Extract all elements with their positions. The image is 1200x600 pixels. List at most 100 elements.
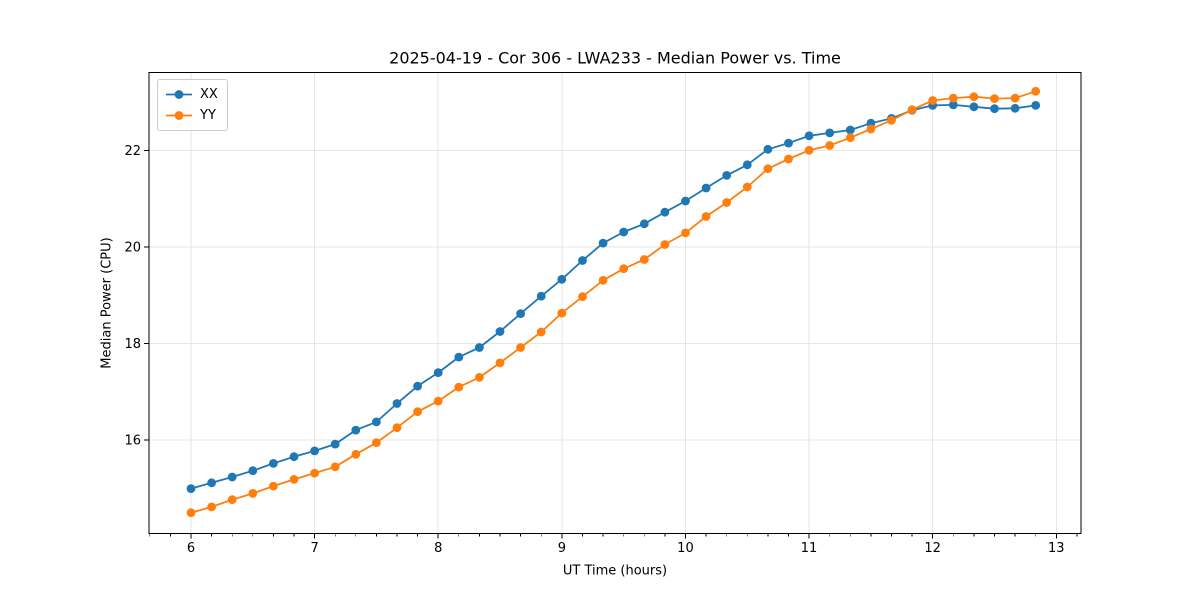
marker-xx-24 [681,196,690,206]
marker-yy-17 [536,327,546,337]
marker-yy-8 [351,449,361,459]
legend-item-xx: XX [165,84,218,105]
marker-xx-1 [207,478,217,488]
marker-xx-17 [536,291,546,301]
marker-yy-22 [639,255,649,264]
marker-xx-40 [1010,103,1020,113]
marker-yy-7 [330,462,340,472]
marker-yy-37 [948,93,958,103]
marker-yy-1 [207,502,217,512]
legend-line-marker-yy [166,111,192,120]
marker-xx-10 [392,399,402,408]
x-tick-label-8: 8 [434,541,442,556]
marker-yy-32 [845,133,855,143]
marker-xx-12 [433,368,443,377]
marker-yy-0 [186,508,196,518]
marker-yy-3 [248,489,258,498]
x-tick-label-10: 10 [677,541,694,556]
marker-yy-6 [310,468,319,478]
marker-yy-16 [516,343,525,352]
marker-xx-32 [845,125,855,135]
marker-yy-20 [598,275,608,285]
x-tick-label-12: 12 [924,541,941,556]
marker-yy-40 [1010,93,1020,103]
marker-yy-15 [495,358,505,368]
marker-xx-15 [495,327,505,336]
marker-xx-0 [186,484,196,493]
marker-yy-25 [701,212,711,221]
marker-yy-2 [227,495,237,505]
x-tick-label-6: 6 [187,541,195,556]
legend-label-xx: XX [200,87,218,102]
marker-xx-4 [269,459,278,468]
marker-xx-19 [578,256,587,265]
marker-yy-35 [907,105,917,115]
x-axis-label: UT Time (hours) [562,563,668,579]
legend: XX YY [157,79,228,131]
marker-yy-24 [681,228,690,238]
marker-yy-33 [866,124,876,134]
x-tick-label-11: 11 [801,541,818,556]
marker-yy-10 [392,423,402,433]
y-tick-label-22: 22 [124,144,141,159]
marker-xx-27 [742,160,752,170]
marker-xx-25 [701,183,711,193]
marker-yy-5 [289,475,299,484]
marker-xx-23 [660,207,670,217]
marker-yy-21 [619,264,629,274]
marker-yy-31 [825,141,835,150]
chart-title: 2025-04-19 - Cor 306 - LWA233 - Median P… [389,48,841,68]
y-tick-label-16: 16 [124,434,141,449]
y-tick-label-20: 20 [124,240,141,255]
marker-xx-26 [722,171,732,180]
marker-xx-8 [351,425,361,435]
marker-yy-38 [969,92,979,102]
marker-xx-11 [413,381,422,391]
marker-xx-30 [804,131,814,141]
marker-xx-41 [1031,101,1041,110]
marker-xx-39 [990,104,999,114]
x-tick-label-7: 7 [310,541,318,556]
series-line-xx [190,104,1036,490]
marker-xx-37 [948,100,958,110]
marker-xx-28 [763,144,773,154]
marker-yy-23 [660,240,670,249]
legend-item-yy: YY [165,105,218,126]
marker-yy-13 [454,382,464,392]
marker-xx-13 [454,352,464,362]
marker-xx-9 [372,417,381,427]
marker-yy-41 [1031,86,1041,96]
marker-yy-30 [804,145,814,155]
marker-yy-12 [433,396,443,406]
marker-xx-21 [619,227,629,237]
marker-yy-26 [722,198,732,207]
marker-xx-7 [330,439,340,449]
marker-xx-38 [969,102,979,112]
marker-xx-2 [227,472,237,482]
marker-xx-16 [516,309,525,318]
marker-xx-18 [557,274,567,284]
marker-yy-11 [413,407,422,417]
y-axis-label: Median Power (CPU) [99,237,115,369]
marker-yy-27 [742,182,752,192]
marker-xx-31 [825,128,835,138]
marker-yy-29 [784,154,793,164]
marker-xx-5 [289,452,299,462]
marker-yy-18 [557,308,567,318]
marker-xx-22 [639,219,649,229]
marker-yy-28 [763,164,773,174]
marker-yy-39 [990,94,999,103]
marker-yy-36 [928,96,938,105]
marker-yy-9 [372,438,381,448]
marker-xx-3 [248,466,258,476]
marker-xx-20 [598,238,608,248]
marker-xx-29 [784,138,793,148]
marker-yy-14 [475,373,484,382]
y-tick-label-18: 18 [124,337,141,352]
plot-spines [148,72,1082,534]
marker-yy-34 [887,115,896,125]
x-tick-label-13: 13 [1048,541,1065,556]
x-tick-label-9: 9 [558,541,566,556]
